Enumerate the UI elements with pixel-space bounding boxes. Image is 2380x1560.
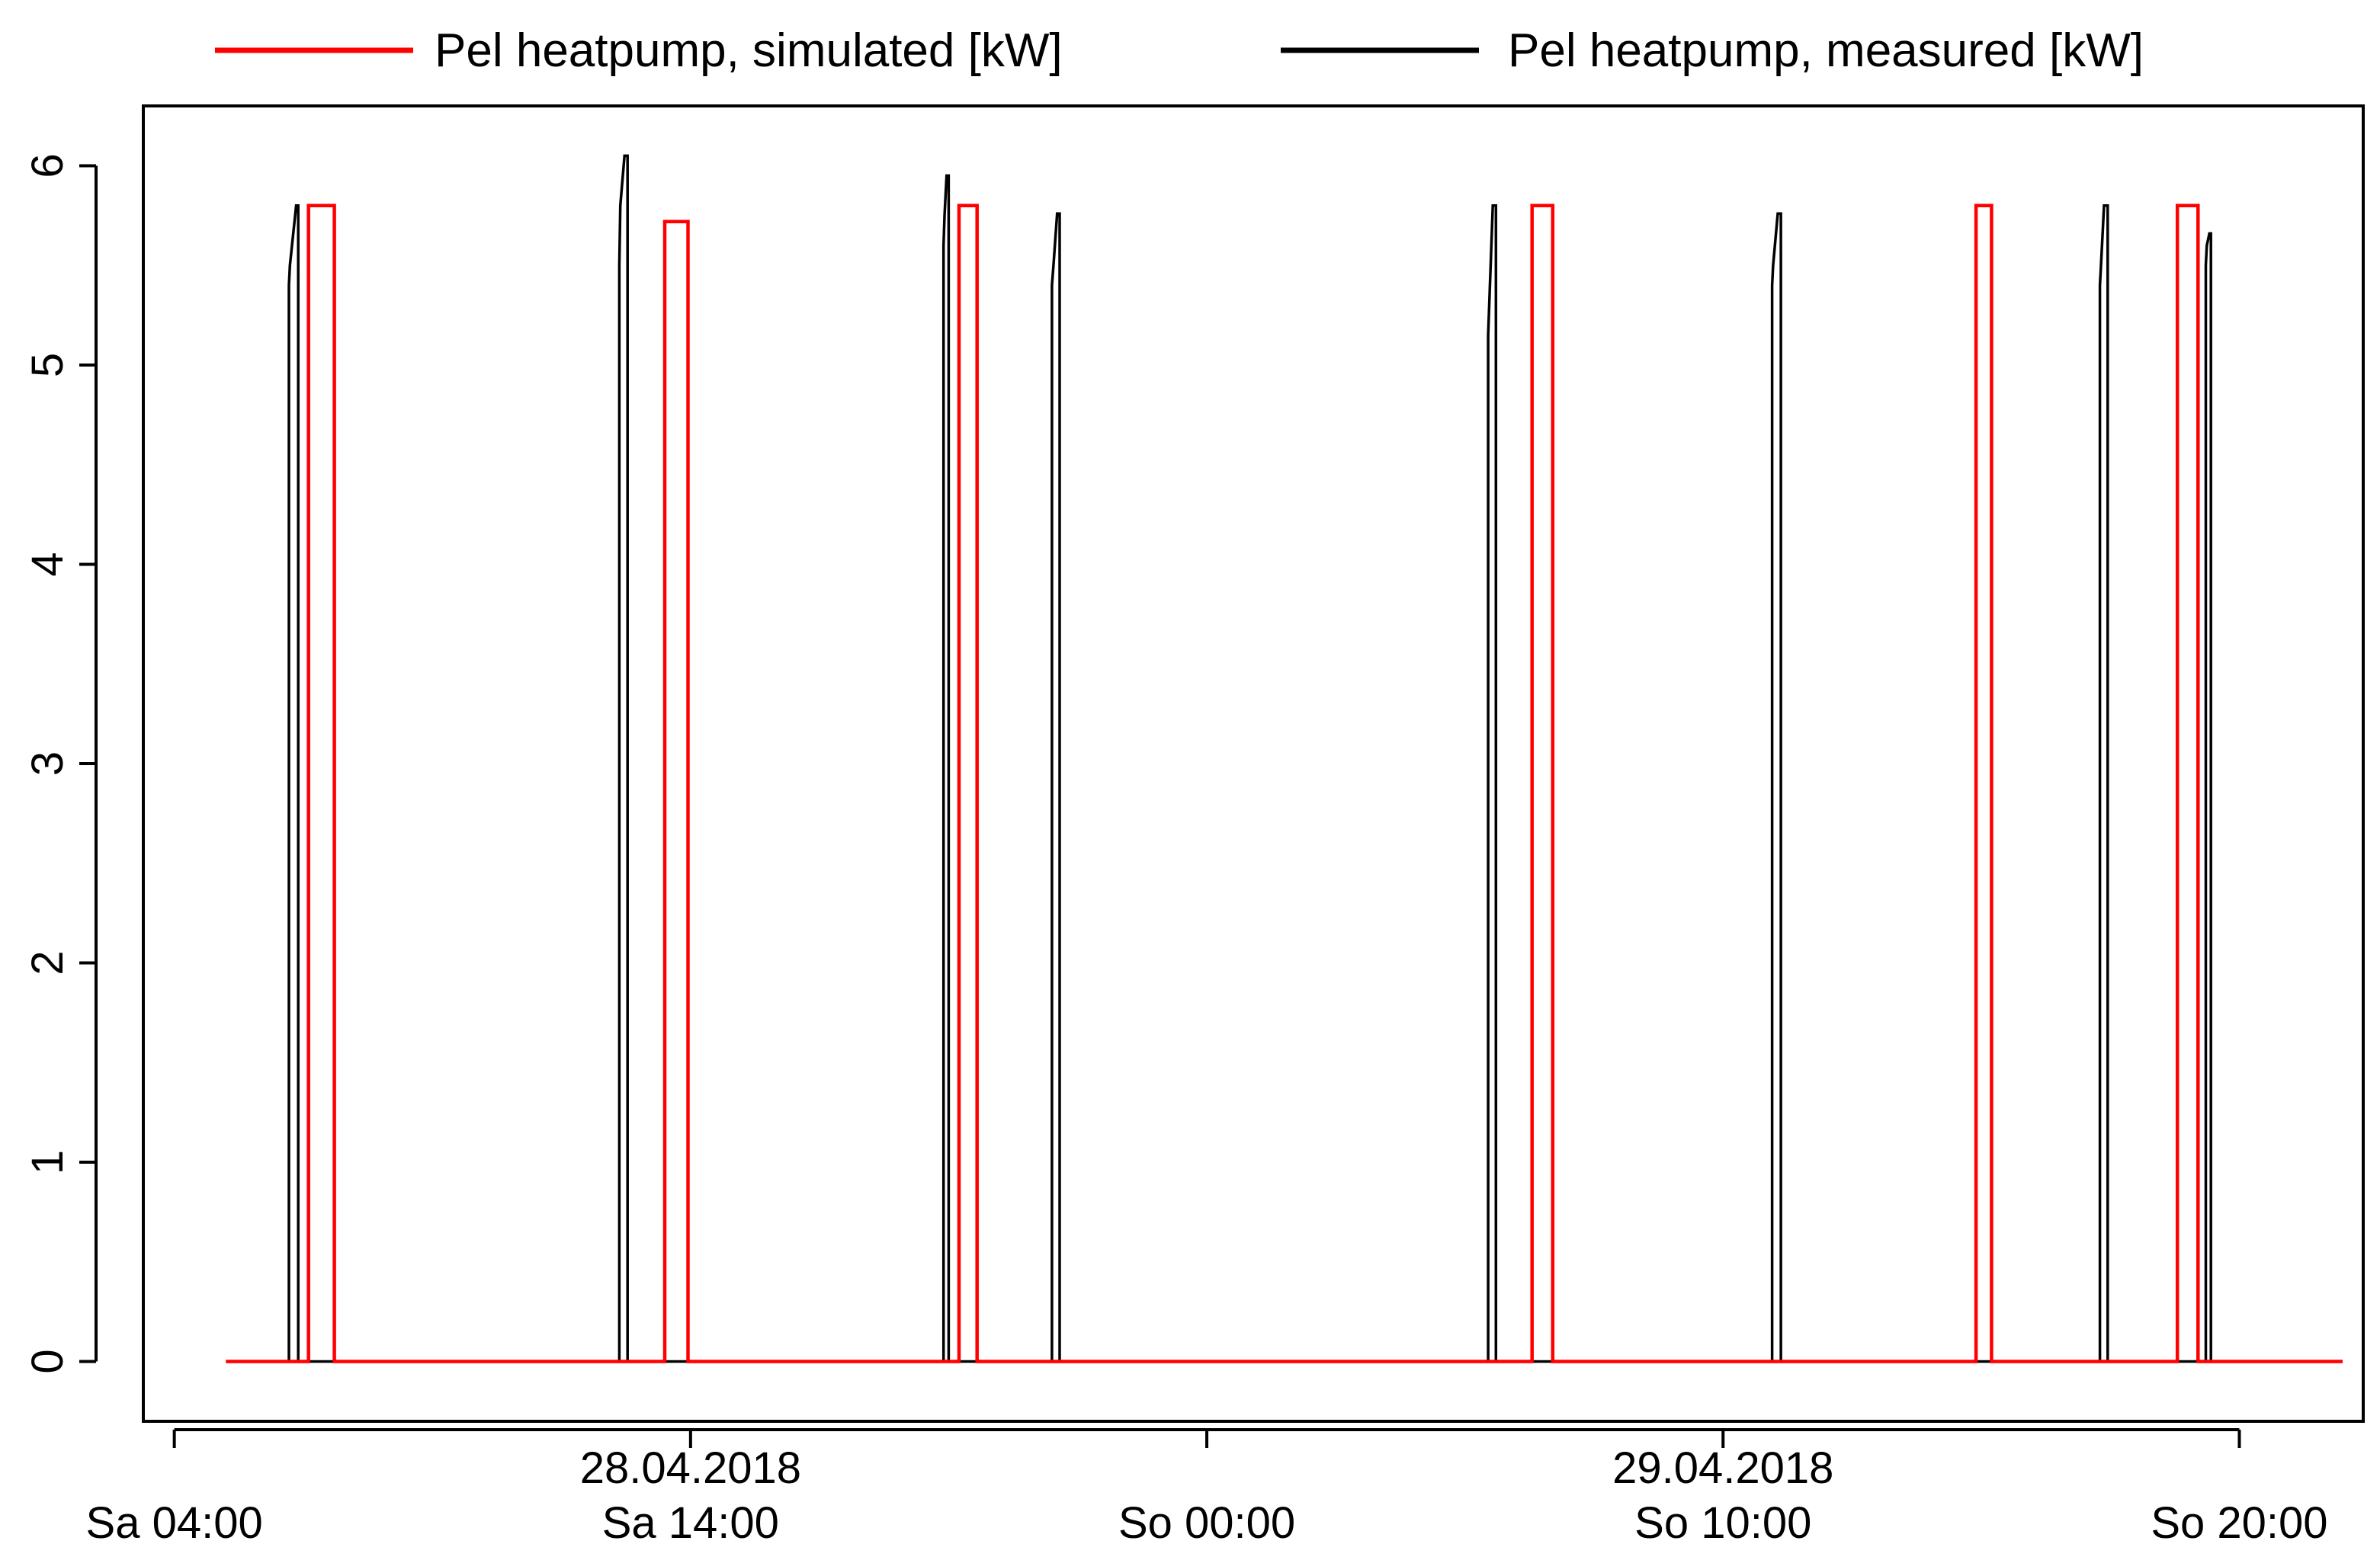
x-tick-label: Sa 14:00 [602,1498,779,1548]
y-tick-label: 3 [23,751,72,776]
x-date-label: 28.04.2018 [580,1443,801,1493]
legend-label-simulated: Pel heatpump, simulated [kW] [435,24,1063,77]
y-tick-label: 4 [23,552,72,576]
x-tick-label: So 20:00 [2151,1498,2327,1548]
y-axis: 0 1 2 3 4 5 6 [23,153,98,1374]
y-tick-label: 0 [23,1349,72,1373]
y-tick-label: 6 [23,153,72,178]
series-line-simulated [226,203,2343,1363]
plot-frame [142,104,2365,1423]
series-layer [226,154,2343,1363]
y-tick-label: 1 [23,1150,72,1174]
x-tick-label: Sa 04:00 [86,1498,263,1548]
y-tick-label: 2 [23,950,72,975]
x-axis: Sa 04:00 Sa 14:00 So 00:00 So 10:00 So 20:00… [86,1428,2328,1548]
series-line-measured [226,154,2343,1363]
x-date-label: 29.04.2018 [1612,1443,1833,1493]
legend-item-measured: Pel heatpump, measured [kW] [1281,24,2144,77]
x-tick-label: So 10:00 [1634,1498,1811,1548]
legend: Pel heatpump, simulated [kW] Pel heatpum… [215,24,2144,77]
legend-label-measured: Pel heatpump, measured [kW] [1508,24,2144,77]
y-tick-label: 5 [23,353,72,377]
legend-item-simulated: Pel heatpump, simulated [kW] [215,24,1063,77]
x-tick-label: So 00:00 [1118,1498,1295,1548]
